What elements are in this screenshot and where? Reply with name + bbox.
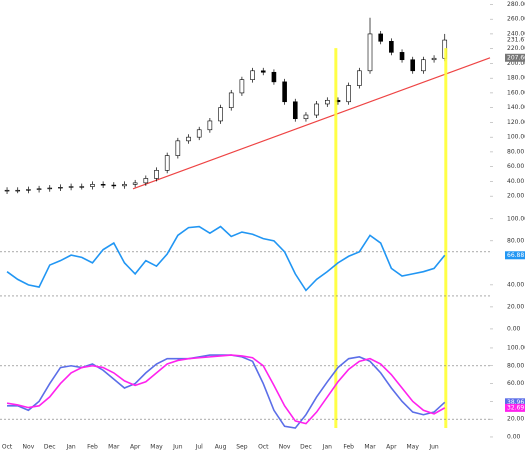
last-value-label: 231.67 xyxy=(507,37,525,44)
line xyxy=(6,225,446,292)
candle-body xyxy=(325,99,330,105)
x-tick-label: Jul xyxy=(195,444,204,450)
x-tick-label: Oct xyxy=(2,444,13,450)
y-tick-label: 60.00 xyxy=(507,380,524,387)
y-tick-label: 80.00 xyxy=(507,148,524,155)
y-tick-label: 280.00 xyxy=(507,1,525,8)
y-tick-label: 100.00 xyxy=(507,215,525,222)
last-value-box xyxy=(505,403,525,412)
candle-body xyxy=(271,71,277,83)
candle-body xyxy=(15,189,21,192)
x-tick-label: Feb xyxy=(87,444,98,450)
trendline xyxy=(132,57,491,190)
x-tick-label: May xyxy=(407,444,420,450)
x-tick-label: Aug xyxy=(215,444,227,450)
x-tick-label: Apr xyxy=(386,444,397,450)
candle-body xyxy=(90,184,95,187)
candle-body xyxy=(260,70,266,73)
x-tick-label: Mar xyxy=(364,444,376,450)
candle-body xyxy=(164,155,170,171)
candle-body xyxy=(421,59,426,72)
candle-body xyxy=(68,186,74,188)
y-tick-label: 20.00 xyxy=(507,416,524,423)
candle-body xyxy=(4,189,10,192)
x-tick-label: Jan xyxy=(65,444,75,450)
y-tick-label: 240.00 xyxy=(507,30,525,37)
candle-body xyxy=(36,188,42,190)
candle-body xyxy=(228,92,234,108)
x-tick-label: Jun xyxy=(172,444,183,450)
y-tick-label: 0.00 xyxy=(507,325,521,332)
candle-body xyxy=(346,85,351,103)
last-value-label: 66.88 xyxy=(507,252,524,259)
candle-body xyxy=(207,120,213,131)
candle-body xyxy=(218,107,223,122)
y-tick-label: 180.00 xyxy=(507,75,525,82)
candle-body xyxy=(282,81,287,103)
line xyxy=(6,354,446,425)
y-tick-label: 60.00 xyxy=(507,163,524,170)
candle-body xyxy=(367,33,373,72)
candle-body xyxy=(186,136,191,142)
y-tick-label: 220.00 xyxy=(507,45,525,52)
y-tick-label: 80.00 xyxy=(507,237,524,244)
candle-body xyxy=(250,70,255,80)
x-tick-label: Sep xyxy=(236,444,248,450)
x-tick-label: Dec xyxy=(300,444,312,450)
candle-body xyxy=(399,52,405,61)
candle-body xyxy=(111,184,117,187)
candle-body xyxy=(292,101,298,120)
y-tick-label: 260.00 xyxy=(507,16,525,23)
x-tick-label: Nov xyxy=(23,444,35,450)
x-tick-label: Oct xyxy=(258,444,269,450)
y-tick-label: 0.00 xyxy=(507,433,521,440)
x-tick-label: Jun xyxy=(428,444,439,450)
y-tick-label: 100.00 xyxy=(507,344,525,351)
last-value-box xyxy=(505,251,525,260)
candle-body xyxy=(389,40,394,53)
last-value-label: 207.66 xyxy=(507,54,525,61)
y-tick-label: 20.00 xyxy=(507,193,524,200)
candle-body xyxy=(410,59,416,72)
y-tick-label: 20.00 xyxy=(507,303,524,310)
y-tick-label: 100.00 xyxy=(507,134,525,141)
candle-body xyxy=(100,184,106,186)
candle-body xyxy=(314,103,319,116)
candle-body xyxy=(47,187,53,190)
candle-body xyxy=(58,187,63,189)
candle-body xyxy=(431,57,437,61)
x-tick-label: Nov xyxy=(279,444,291,450)
y-tick-label: 40.00 xyxy=(507,281,524,288)
y-tick-label: 160.00 xyxy=(507,89,525,96)
candle-body xyxy=(303,114,309,120)
y-tick-label: 120.00 xyxy=(507,119,525,126)
candle-body xyxy=(357,70,362,86)
last-value-box xyxy=(505,53,525,62)
candle-body xyxy=(196,129,202,138)
y-tick-label: 200.00 xyxy=(507,60,525,67)
candle-body xyxy=(132,182,138,185)
candle-body xyxy=(175,140,181,156)
x-tick-label: Apr xyxy=(130,444,141,450)
x-tick-label: Jan xyxy=(322,444,332,450)
last-value-label: 38.96 xyxy=(507,399,524,406)
candle-body xyxy=(26,189,31,191)
candle-body xyxy=(154,170,159,179)
candle-body xyxy=(122,184,127,187)
candle-body xyxy=(378,33,383,42)
candle-body xyxy=(239,79,245,94)
candle-body xyxy=(79,186,85,188)
x-tick-label: Dec xyxy=(44,444,56,450)
last-value-box xyxy=(505,398,525,407)
last-value-label: 32.69 xyxy=(507,404,524,411)
x-tick-label: Mar xyxy=(108,444,120,450)
x-tick-label: May xyxy=(150,444,163,450)
y-tick-label: 40.00 xyxy=(507,178,524,185)
y-tick-label: 140.00 xyxy=(507,104,525,111)
y-tick-label: 80.00 xyxy=(507,362,524,369)
candle-body xyxy=(143,178,149,184)
x-tick-label: Feb xyxy=(343,444,354,450)
